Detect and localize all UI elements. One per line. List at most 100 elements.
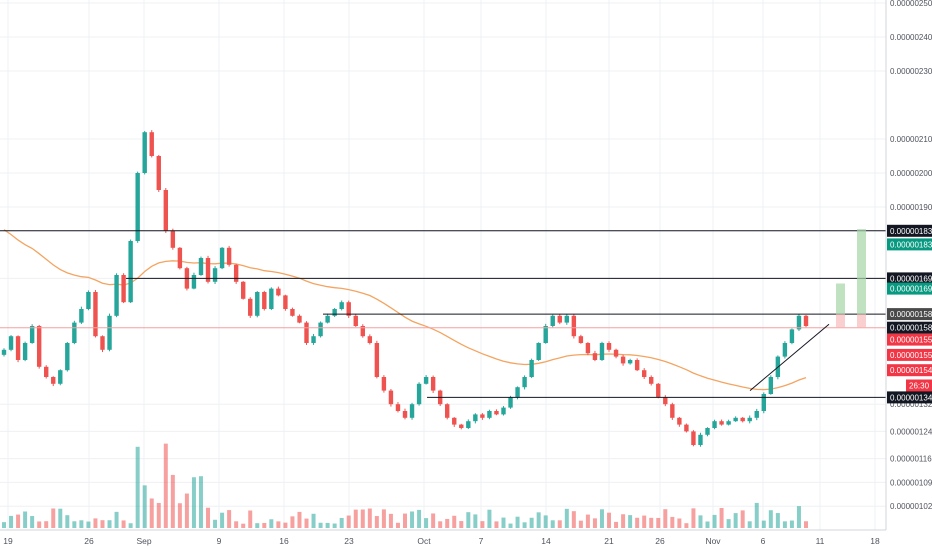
candle-body bbox=[332, 309, 337, 316]
candle-body bbox=[712, 421, 717, 428]
candle-body bbox=[374, 343, 380, 377]
volume-bar bbox=[58, 508, 63, 528]
volume-bar bbox=[51, 508, 56, 528]
candle-body bbox=[627, 360, 633, 364]
candle-body bbox=[212, 268, 218, 282]
candle-body bbox=[135, 173, 140, 241]
volume-bar bbox=[522, 522, 527, 528]
candle-body bbox=[1, 349, 7, 355]
y-tick-label: 0.00000250 bbox=[890, 0, 932, 8]
volume-bar bbox=[599, 509, 604, 528]
candle-body bbox=[670, 404, 675, 418]
volume-bar bbox=[135, 446, 140, 528]
volume-bar bbox=[37, 521, 42, 528]
volume-bar bbox=[304, 518, 309, 528]
x-tick-label: 18 bbox=[870, 536, 880, 546]
volume-bar bbox=[557, 520, 562, 528]
price-badge bbox=[887, 391, 932, 404]
x-tick-label: 23 bbox=[344, 536, 354, 546]
volume-bar bbox=[114, 511, 119, 528]
candle-body bbox=[747, 417, 752, 422]
volume-bar bbox=[198, 476, 203, 528]
candle-body bbox=[803, 315, 809, 326]
volume-bar bbox=[353, 509, 358, 528]
volume-bar bbox=[170, 474, 175, 528]
candle-body bbox=[578, 336, 584, 343]
volume-bar bbox=[642, 515, 647, 528]
price-axis[interactable]: 0.00000250 0.00000240 0.00000230 0.00000210… bbox=[890, 0, 932, 511]
volume-bar bbox=[367, 508, 372, 528]
volume-bar bbox=[156, 502, 161, 528]
volume-bar bbox=[388, 513, 393, 528]
volume-bar bbox=[564, 508, 569, 528]
volume-bar bbox=[529, 517, 534, 528]
candle-body bbox=[367, 336, 373, 343]
candle-body bbox=[402, 411, 408, 418]
ascending-trendline[interactable] bbox=[749, 323, 830, 391]
volume-bar bbox=[775, 513, 780, 528]
price-badge-label: 0.00000134 bbox=[890, 393, 932, 402]
volume-bar bbox=[663, 509, 668, 528]
y-tick-label: 0.00000240 bbox=[890, 33, 932, 42]
volume-bar bbox=[269, 519, 274, 528]
volume-bar bbox=[220, 512, 225, 528]
volume-bar bbox=[508, 523, 513, 528]
volume-bar bbox=[656, 517, 661, 528]
volume-bar bbox=[754, 502, 759, 528]
volume-bar bbox=[318, 522, 323, 528]
candle-body bbox=[564, 315, 570, 323]
volume-bar bbox=[684, 523, 689, 528]
candle-body bbox=[86, 292, 91, 309]
volume-bar bbox=[234, 521, 239, 528]
candle-body bbox=[276, 288, 281, 296]
volume-bar bbox=[691, 508, 696, 528]
price-badge-label: 0.00000169 bbox=[890, 285, 932, 294]
candle-body bbox=[79, 309, 84, 323]
y-tick-label: 0.00000230 bbox=[890, 67, 932, 76]
x-tick-label: 16 bbox=[279, 536, 289, 546]
candle-body bbox=[22, 343, 28, 360]
price-badge-label: 26:30 bbox=[909, 382, 930, 391]
candle-body bbox=[304, 322, 309, 343]
volume-bar bbox=[121, 520, 126, 528]
horizontal-levels[interactable] bbox=[0, 230, 886, 398]
volume-bar bbox=[417, 509, 422, 528]
volume-bar bbox=[23, 511, 28, 528]
time-axis[interactable]: 19 26 Sep 9 16 23 Oct 7 14 21 26 Nov 6 11 18 bbox=[3, 536, 880, 546]
volume-bar bbox=[614, 521, 619, 528]
candle-body bbox=[522, 377, 527, 388]
candle-body bbox=[318, 322, 323, 337]
candle-body bbox=[29, 326, 35, 343]
candle-body bbox=[691, 431, 696, 445]
y-tick-label: 0.00000124 bbox=[890, 427, 932, 436]
candle-body bbox=[198, 258, 204, 275]
candle-body bbox=[269, 288, 274, 309]
candle-body bbox=[15, 336, 21, 360]
candle-body bbox=[466, 421, 471, 428]
price-badge bbox=[887, 238, 932, 251]
candle-body bbox=[262, 292, 267, 309]
candle-body bbox=[796, 315, 802, 330]
volume-bar bbox=[311, 513, 316, 528]
y-tick-label: 0.00000116 bbox=[890, 455, 932, 464]
y-tick-label: 0.00000200 bbox=[890, 169, 932, 178]
volume-bar bbox=[670, 516, 675, 528]
candle-body bbox=[430, 377, 436, 391]
target-zone bbox=[857, 314, 866, 328]
volume-bar bbox=[768, 510, 773, 528]
volume-bar bbox=[515, 516, 520, 528]
candle-body bbox=[395, 404, 401, 411]
volume-bar bbox=[65, 515, 70, 528]
trendline[interactable] bbox=[749, 323, 830, 391]
volume-bar bbox=[705, 521, 710, 528]
moving-average bbox=[3, 229, 807, 391]
volume-bar bbox=[403, 513, 407, 528]
candle-body bbox=[649, 377, 654, 384]
volume-bar bbox=[255, 523, 260, 528]
volume-bar bbox=[360, 509, 365, 528]
volume-bar bbox=[740, 510, 745, 528]
volume-bar bbox=[804, 521, 808, 528]
volume-bar bbox=[543, 515, 548, 528]
candle-body bbox=[8, 336, 14, 350]
